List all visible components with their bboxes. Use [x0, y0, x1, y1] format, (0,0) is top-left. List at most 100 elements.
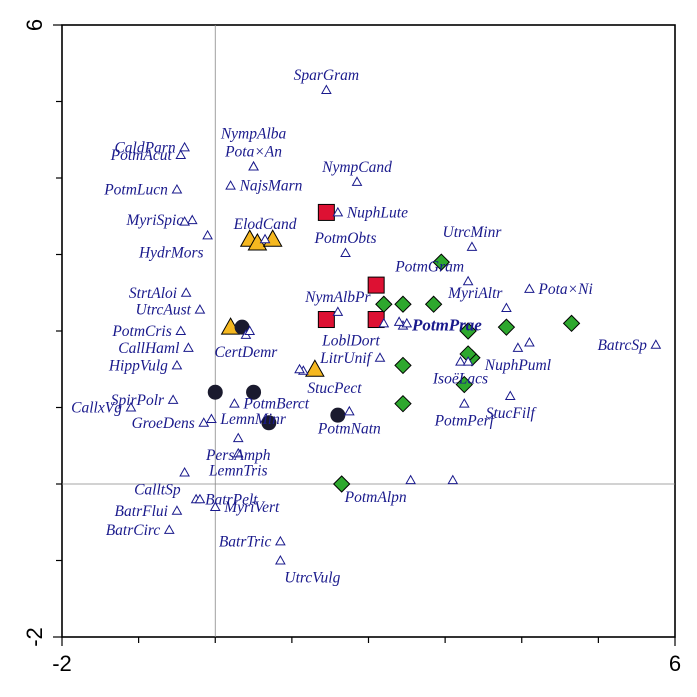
species-point: [524, 336, 535, 347]
species-label: GroeDens: [132, 415, 195, 432]
species-point: [504, 390, 516, 401]
species-label: PotmNatn: [317, 420, 381, 437]
species-point: [225, 180, 236, 190]
species-label: LoblDort: [321, 332, 380, 349]
species-label: CallxVg: [71, 400, 122, 417]
species-point: [232, 432, 244, 443]
species-point: [524, 283, 535, 293]
species-point: [194, 304, 206, 314]
species-label: NajsMarn: [239, 178, 303, 195]
species-label: PotmCris: [111, 323, 171, 340]
species-point: [175, 149, 187, 160]
species-point: [351, 176, 363, 186]
species-label: HippVulg: [108, 357, 168, 374]
species-label: CalltSp: [134, 482, 181, 499]
species-point: [332, 206, 344, 217]
site-marker-green-diamond: [394, 295, 412, 313]
species-label: PotmBerct: [242, 396, 309, 413]
species-label: NymAlbPr: [304, 289, 371, 306]
species-point: [171, 505, 183, 515]
species-label: StucFilf: [486, 405, 538, 422]
species-point: [374, 352, 386, 362]
species-point: [163, 524, 175, 534]
species-label: ElodCand: [233, 216, 297, 233]
species-point: [650, 339, 662, 349]
species-label: BatrTric: [219, 533, 272, 550]
species-point: [340, 247, 351, 257]
species-label: MyriVert: [223, 499, 280, 516]
species-label: PotmAcut: [110, 147, 173, 164]
species-label: CallHaml: [118, 340, 179, 357]
species-point: [229, 398, 240, 408]
site-marker-green-diamond: [424, 295, 443, 313]
species-point: [209, 501, 221, 511]
site-marker-green-diamond: [455, 375, 473, 394]
species-label: MyriSpic: [125, 212, 183, 229]
species-point: [180, 287, 192, 297]
species-label: HydrMors: [138, 244, 204, 261]
species-point: [455, 356, 466, 366]
species-label: UtrcMinr: [443, 224, 503, 241]
species-point: [171, 359, 183, 370]
site-marker-red-square: [367, 276, 385, 294]
species-point: [275, 554, 286, 565]
site-marker-black-circle: [261, 415, 277, 431]
x-tick-label-min: -2: [52, 651, 72, 676]
site-marker-yellow-triangle: [305, 359, 325, 377]
species-point: [294, 363, 305, 374]
species-point: [244, 325, 256, 335]
species-point: [175, 325, 187, 335]
species-point: [343, 405, 355, 416]
species-point: [259, 233, 271, 244]
species-point: [232, 447, 244, 458]
species-point: [321, 84, 332, 95]
site-marker-green-diamond: [459, 322, 477, 340]
y-tick-label-min: -2: [22, 627, 47, 647]
species-label: LemnMinr: [219, 411, 286, 428]
species-point: [248, 161, 259, 171]
species-point: [512, 342, 524, 352]
species-point: [206, 413, 217, 423]
species-point: [501, 302, 512, 313]
species-label: CaldParn: [114, 139, 175, 156]
species-label: PotmLucn: [103, 181, 168, 198]
species-label: NympCand: [321, 159, 392, 176]
species-point: [393, 316, 405, 326]
species-label: NuphLute: [346, 204, 408, 221]
species-point: [275, 535, 286, 546]
species-point: [378, 317, 390, 328]
species-label: BatrFlui: [115, 503, 168, 520]
species-label: StucPect: [307, 380, 362, 397]
species-point: [458, 398, 470, 408]
species-point: [171, 183, 183, 194]
x-tick-label-max: 6: [669, 651, 681, 676]
species-label: PotmGram: [394, 258, 464, 275]
species-point: [202, 229, 213, 240]
species-label: BatrcSp: [597, 337, 647, 354]
species-label: PotmAlpn: [344, 489, 407, 506]
site-marker-green-diamond: [375, 295, 393, 313]
site-marker-red-square: [317, 311, 335, 329]
species-label: SparGram: [294, 67, 359, 84]
species-label: IsoëLacs: [432, 371, 488, 388]
species-label: PotmObts: [314, 230, 377, 247]
species-point: [198, 417, 210, 427]
site-marker-black-circle: [330, 407, 346, 423]
species-point: [194, 493, 206, 504]
species-label: LemnTris: [208, 462, 268, 479]
species-label: Pota×An: [224, 144, 282, 161]
species-point: [167, 394, 179, 404]
site-marker-black-circle: [207, 384, 223, 400]
site-marker-green-diamond: [432, 253, 451, 271]
species-point: [179, 467, 190, 477]
site-marker-green-diamond: [394, 356, 412, 375]
species-point: [125, 401, 137, 412]
species-label: LitrUnif: [319, 350, 374, 367]
species-label: UtrcAust: [136, 302, 192, 319]
species-point: [466, 241, 478, 251]
species-point: [405, 474, 416, 485]
species-point: [332, 306, 344, 316]
species-label: PersAmph: [205, 447, 271, 464]
species-label: SpirPolr: [111, 392, 165, 409]
